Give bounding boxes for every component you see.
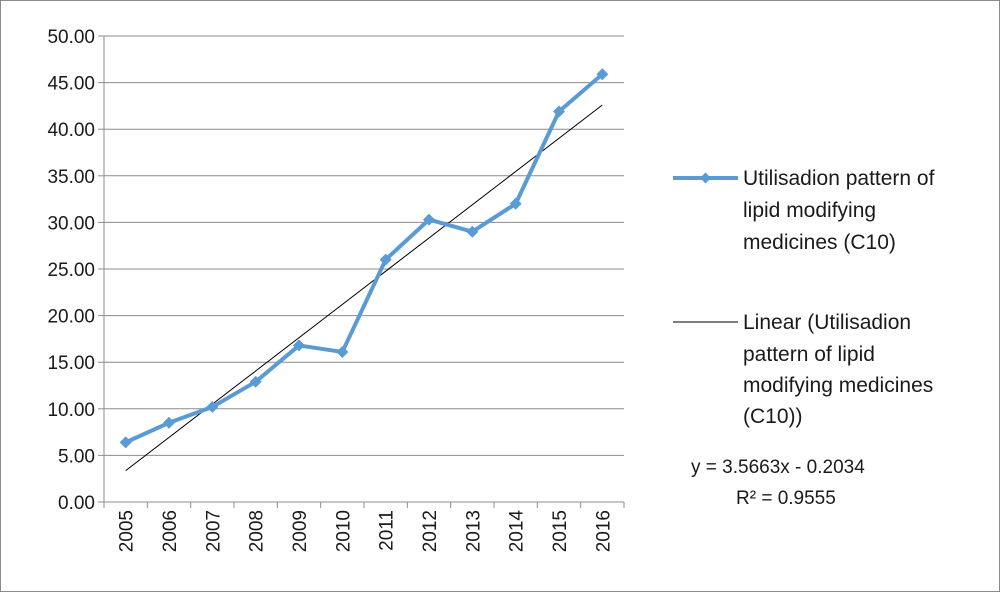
data-point-marker (119, 436, 132, 449)
x-tick-label: 2013 (463, 510, 484, 552)
legend-series-label-line-2: lipid modifying (743, 199, 876, 222)
x-tick-label: 2005 (117, 510, 138, 552)
y-tick-label: 0.00 (58, 493, 95, 514)
data-point-marker (423, 213, 435, 226)
x-tick-label: 2007 (203, 510, 224, 552)
y-tick-label: 25.00 (47, 260, 95, 281)
series-group (119, 68, 609, 449)
x-tick-label: 2016 (593, 510, 614, 552)
series-line (124, 72, 604, 445)
data-point-marker (206, 400, 219, 413)
y-tick-label: 15.00 (47, 353, 95, 374)
x-tick-label: 2009 (290, 510, 311, 552)
axes (98, 35, 625, 508)
legend-series-label-line-3: medicines (C10) (743, 231, 896, 254)
y-tick-label: 5.00 (58, 446, 95, 467)
y-tick-label: 10.00 (47, 400, 95, 421)
trendline-r-squared: R² = 0.9555 (736, 488, 836, 509)
x-tick-label: 2008 (247, 510, 268, 552)
data-point-marker (509, 197, 522, 210)
data-point-marker (379, 253, 392, 266)
data-point-marker (553, 105, 565, 118)
y-tick-label: 20.00 (47, 307, 95, 328)
legend-trend-label-line-2: pattern of lipid (743, 343, 875, 366)
trendline (125, 104, 603, 472)
y-tick-label: 40.00 (47, 120, 95, 141)
y-tick-label: 30.00 (47, 213, 95, 234)
x-tick-label: 2006 (160, 510, 181, 552)
gridlines (104, 35, 624, 456)
y-tick-labels: 0.00 5.00 10.00 15.00 20.00 25.00 30.00 35.00 40… (47, 27, 95, 514)
data-point-marker (466, 225, 479, 238)
x-tick-label: 2011 (377, 510, 398, 551)
legend-series-marker (700, 172, 711, 184)
data-point-marker (249, 375, 262, 388)
trendline-group (125, 104, 603, 472)
x-tick-labels: 2005 2006 2007 2008 2009 2010 2011 2012 2013 2014… (117, 510, 615, 553)
legend-series-label-line-1: Utilisadion pattern of (743, 167, 935, 190)
legend-trend-label-line-4: (C10)) (743, 405, 803, 428)
x-tick-label: 2015 (550, 510, 571, 552)
data-point-marker (336, 345, 349, 358)
trendline-equation: y = 3.5663x - 0.2034 (691, 457, 865, 478)
x-tick-label: 2012 (420, 510, 441, 552)
legend: Utilisadion pattern of lipid modifying m… (673, 167, 935, 428)
y-tick-label: 50.00 (47, 27, 95, 48)
y-tick-label: 35.00 (47, 167, 95, 188)
x-tick-label: 2010 (333, 510, 354, 552)
data-point-marker (293, 339, 305, 352)
legend-trend-label-line-3: modifying medicines (743, 374, 933, 397)
data-point-marker (163, 416, 175, 429)
y-tick-label: 45.00 (47, 74, 95, 95)
x-tick-label: 2014 (507, 510, 528, 553)
legend-trend-label-line-1: Linear (Utilisadion (743, 311, 911, 334)
data-point-marker (596, 68, 609, 81)
